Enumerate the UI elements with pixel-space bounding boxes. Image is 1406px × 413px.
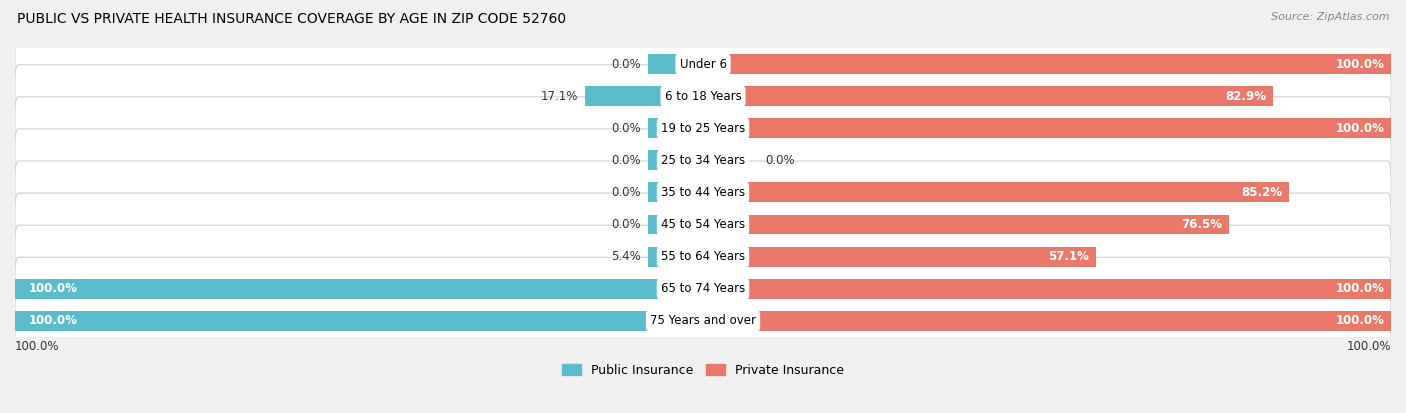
Text: 100.0%: 100.0% <box>28 314 77 328</box>
FancyBboxPatch shape <box>15 161 1391 224</box>
FancyBboxPatch shape <box>703 247 1095 266</box>
Text: 0.0%: 0.0% <box>612 122 641 135</box>
Text: 35 to 44 Years: 35 to 44 Years <box>661 186 745 199</box>
FancyBboxPatch shape <box>703 86 1274 106</box>
Text: 100.0%: 100.0% <box>1336 282 1384 295</box>
Text: 100.0%: 100.0% <box>1336 122 1384 135</box>
FancyBboxPatch shape <box>15 279 703 299</box>
FancyBboxPatch shape <box>15 311 703 331</box>
Text: Source: ZipAtlas.com: Source: ZipAtlas.com <box>1271 12 1389 22</box>
Text: 65 to 74 Years: 65 to 74 Years <box>661 282 745 295</box>
Text: 6 to 18 Years: 6 to 18 Years <box>665 90 741 103</box>
Text: 0.0%: 0.0% <box>765 154 794 167</box>
FancyBboxPatch shape <box>15 33 1391 95</box>
FancyBboxPatch shape <box>703 54 1391 74</box>
FancyBboxPatch shape <box>703 215 1229 235</box>
FancyBboxPatch shape <box>15 65 1391 128</box>
Text: Under 6: Under 6 <box>679 57 727 71</box>
FancyBboxPatch shape <box>703 311 1391 331</box>
Text: 45 to 54 Years: 45 to 54 Years <box>661 218 745 231</box>
FancyBboxPatch shape <box>15 290 1391 352</box>
FancyBboxPatch shape <box>648 247 703 266</box>
Text: 17.1%: 17.1% <box>541 90 578 103</box>
Legend: Public Insurance, Private Insurance: Public Insurance, Private Insurance <box>562 364 844 377</box>
Text: 55 to 64 Years: 55 to 64 Years <box>661 250 745 263</box>
FancyBboxPatch shape <box>648 183 703 202</box>
Text: 0.0%: 0.0% <box>612 186 641 199</box>
Text: 75 Years and over: 75 Years and over <box>650 314 756 328</box>
FancyBboxPatch shape <box>648 150 703 170</box>
Text: 100.0%: 100.0% <box>28 282 77 295</box>
Text: 0.0%: 0.0% <box>612 154 641 167</box>
Text: 85.2%: 85.2% <box>1241 186 1282 199</box>
Text: 0.0%: 0.0% <box>612 57 641 71</box>
FancyBboxPatch shape <box>15 257 1391 320</box>
FancyBboxPatch shape <box>15 193 1391 256</box>
FancyBboxPatch shape <box>703 183 1289 202</box>
Text: 19 to 25 Years: 19 to 25 Years <box>661 122 745 135</box>
Text: 57.1%: 57.1% <box>1047 250 1090 263</box>
FancyBboxPatch shape <box>648 118 703 138</box>
Text: 5.4%: 5.4% <box>612 250 641 263</box>
Text: 100.0%: 100.0% <box>1336 57 1384 71</box>
FancyBboxPatch shape <box>15 97 1391 160</box>
FancyBboxPatch shape <box>15 129 1391 192</box>
Text: 0.0%: 0.0% <box>612 218 641 231</box>
FancyBboxPatch shape <box>15 225 1391 288</box>
FancyBboxPatch shape <box>703 118 1391 138</box>
FancyBboxPatch shape <box>703 279 1391 299</box>
Text: PUBLIC VS PRIVATE HEALTH INSURANCE COVERAGE BY AGE IN ZIP CODE 52760: PUBLIC VS PRIVATE HEALTH INSURANCE COVER… <box>17 12 567 26</box>
FancyBboxPatch shape <box>648 54 703 74</box>
Text: 100.0%: 100.0% <box>15 340 59 353</box>
FancyBboxPatch shape <box>585 86 703 106</box>
Text: 100.0%: 100.0% <box>1347 340 1391 353</box>
Text: 25 to 34 Years: 25 to 34 Years <box>661 154 745 167</box>
Text: 82.9%: 82.9% <box>1226 90 1267 103</box>
FancyBboxPatch shape <box>648 215 703 235</box>
Text: 100.0%: 100.0% <box>1336 314 1384 328</box>
Text: 76.5%: 76.5% <box>1181 218 1222 231</box>
